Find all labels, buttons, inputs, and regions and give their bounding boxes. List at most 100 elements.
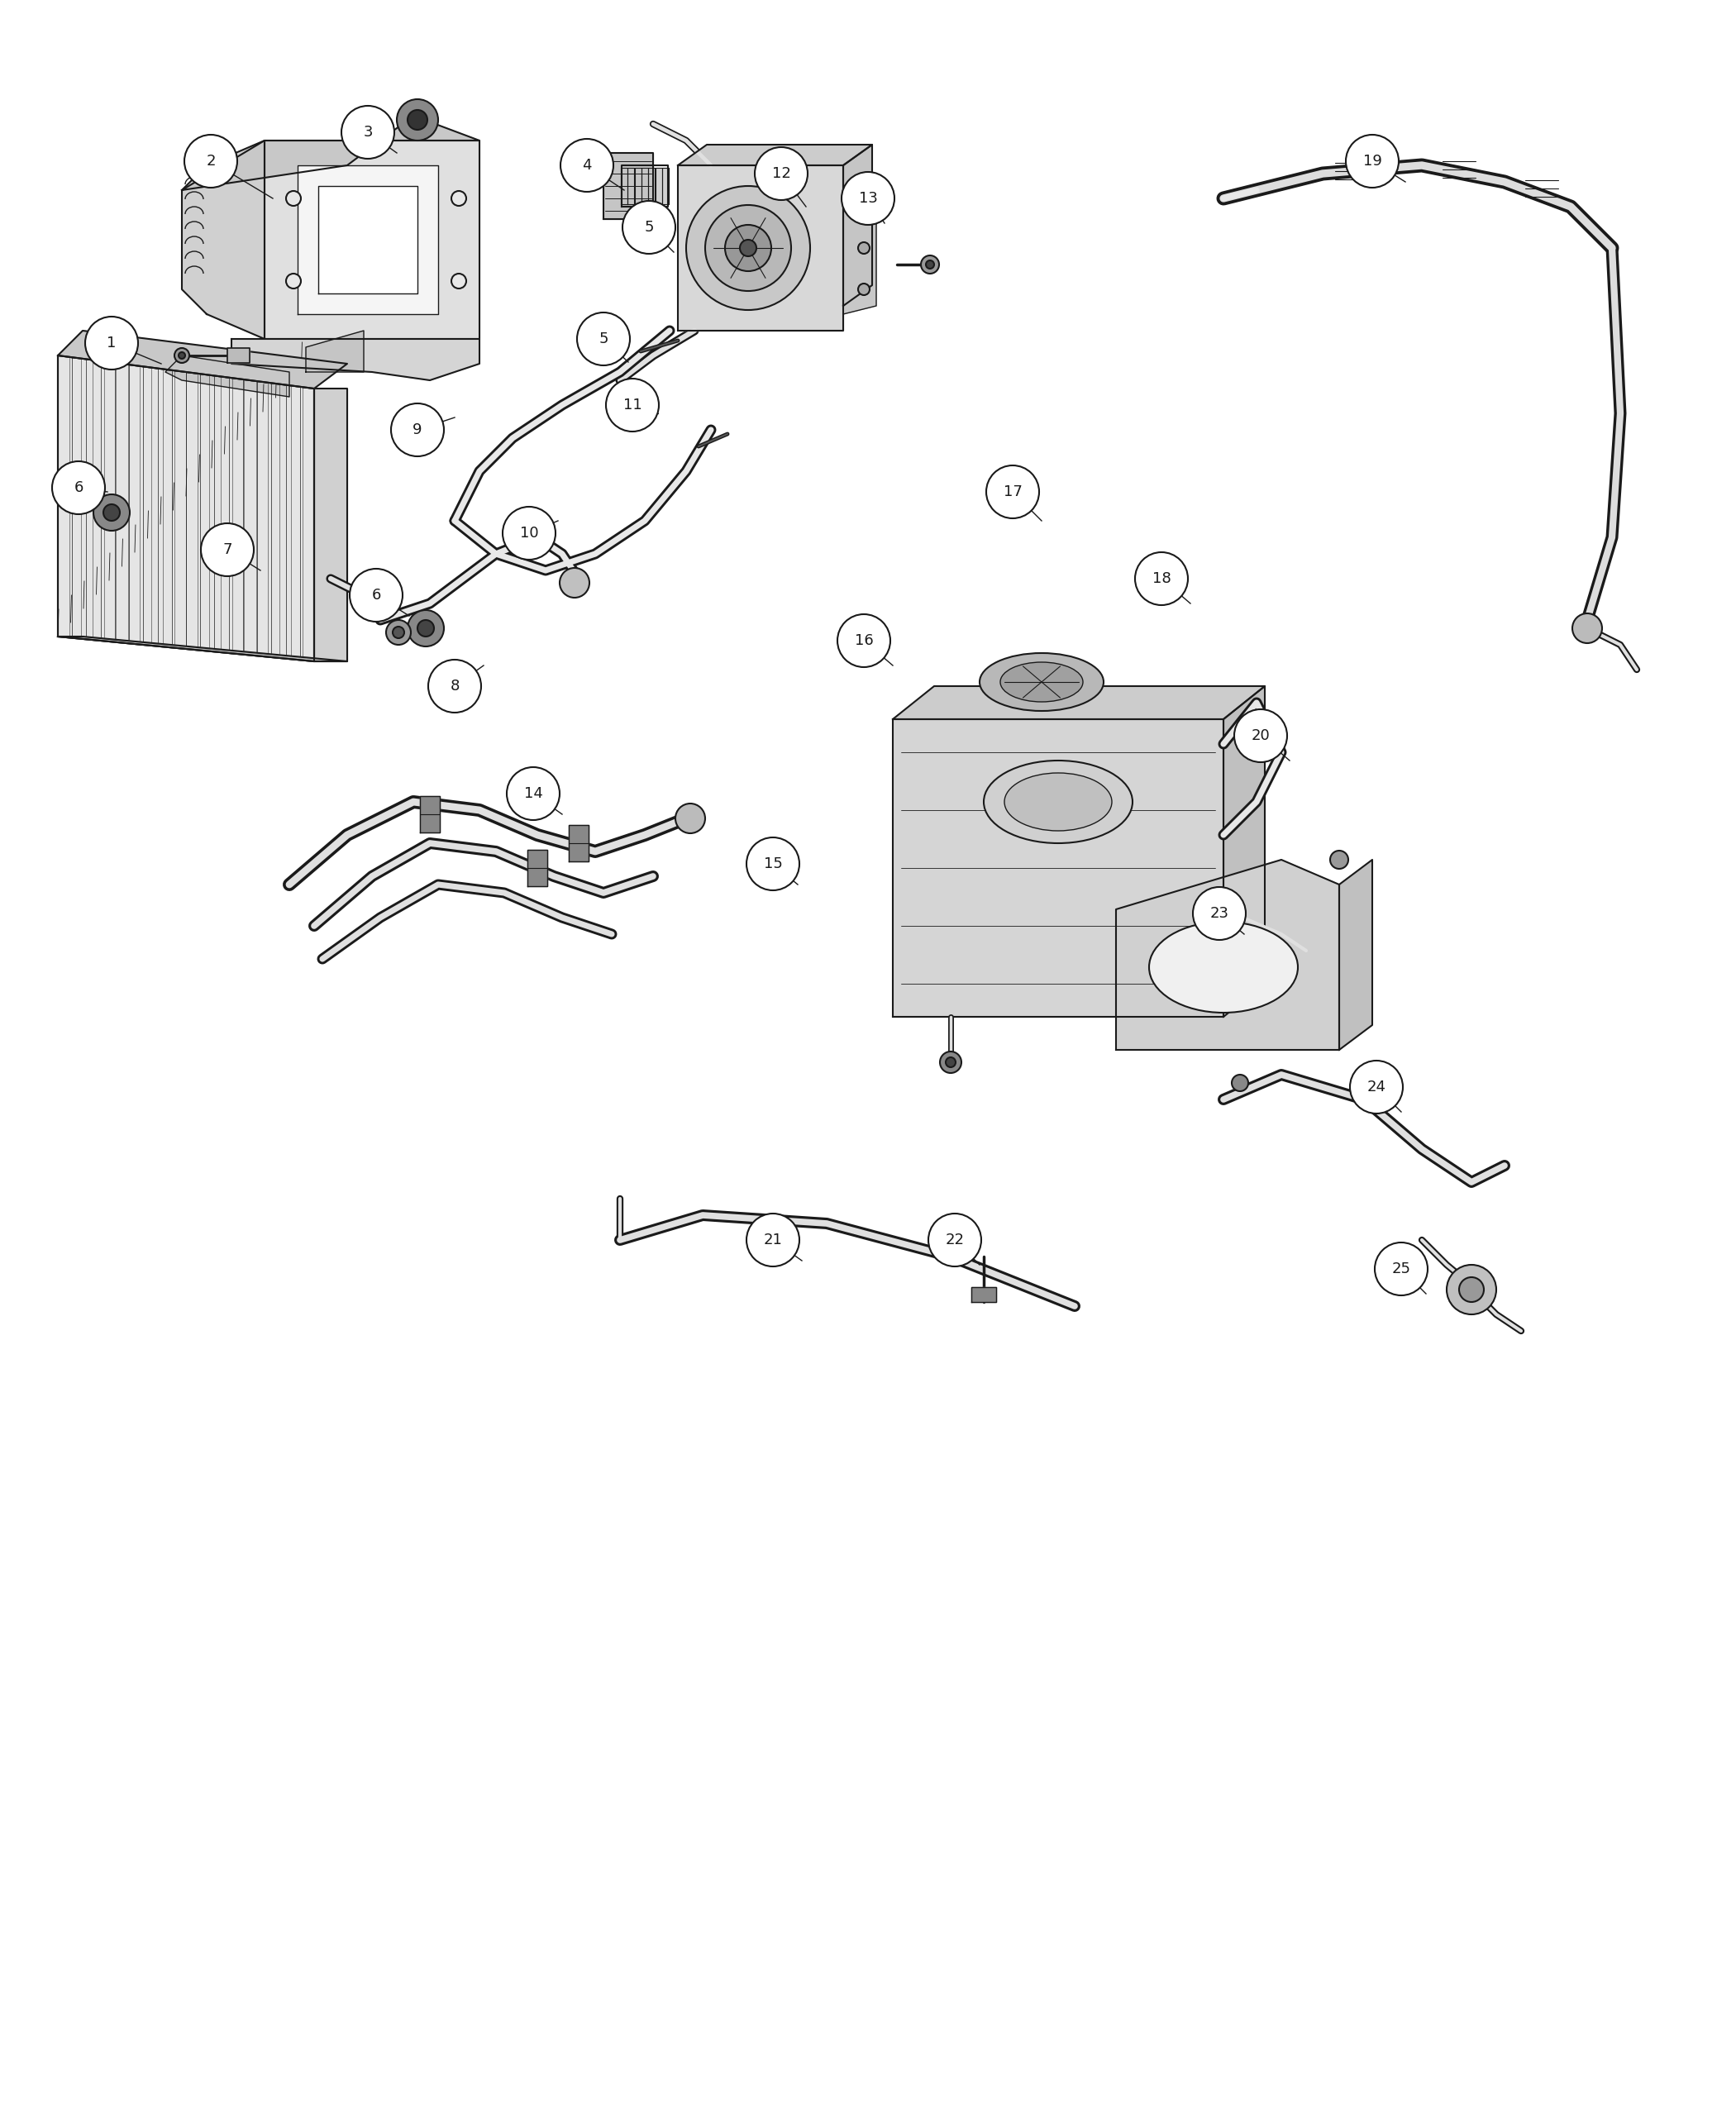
Circle shape <box>740 240 757 257</box>
Ellipse shape <box>984 761 1132 843</box>
Circle shape <box>929 1214 981 1267</box>
Text: 11: 11 <box>623 398 642 413</box>
Text: 17: 17 <box>1003 485 1023 500</box>
Text: 25: 25 <box>1392 1261 1411 1275</box>
Polygon shape <box>635 169 641 204</box>
Polygon shape <box>420 797 439 833</box>
Circle shape <box>1458 1277 1484 1303</box>
Polygon shape <box>528 850 547 885</box>
Circle shape <box>385 620 411 645</box>
Polygon shape <box>604 154 653 219</box>
Circle shape <box>174 348 189 363</box>
Ellipse shape <box>1005 774 1111 831</box>
Text: 15: 15 <box>764 856 783 871</box>
Circle shape <box>1193 887 1246 940</box>
Text: 6: 6 <box>372 588 380 603</box>
Polygon shape <box>648 169 654 204</box>
Circle shape <box>286 274 300 289</box>
Circle shape <box>52 462 104 514</box>
Circle shape <box>104 504 120 521</box>
Polygon shape <box>1224 685 1266 1016</box>
Polygon shape <box>661 169 668 204</box>
Circle shape <box>858 285 870 295</box>
Circle shape <box>391 403 444 455</box>
Text: 1: 1 <box>108 335 116 350</box>
Ellipse shape <box>979 653 1104 710</box>
Text: 2: 2 <box>207 154 215 169</box>
Circle shape <box>179 352 186 358</box>
Circle shape <box>842 173 894 226</box>
Circle shape <box>925 261 934 268</box>
Circle shape <box>408 609 444 647</box>
Polygon shape <box>264 141 479 339</box>
Circle shape <box>507 767 559 820</box>
Circle shape <box>986 466 1040 519</box>
Polygon shape <box>227 348 250 363</box>
Polygon shape <box>569 824 589 862</box>
Polygon shape <box>1116 860 1338 1050</box>
Circle shape <box>1351 1060 1403 1113</box>
Circle shape <box>392 626 404 639</box>
Polygon shape <box>57 637 347 662</box>
Text: 22: 22 <box>946 1233 963 1248</box>
Text: 23: 23 <box>1210 906 1229 921</box>
Text: 5: 5 <box>644 219 654 234</box>
Circle shape <box>576 312 630 365</box>
Text: 18: 18 <box>1153 571 1170 586</box>
Text: 6: 6 <box>75 481 83 495</box>
Circle shape <box>858 242 870 253</box>
Circle shape <box>398 99 437 141</box>
Polygon shape <box>642 169 648 204</box>
Polygon shape <box>57 356 314 662</box>
Circle shape <box>408 110 427 131</box>
Circle shape <box>85 316 139 369</box>
Polygon shape <box>972 1288 996 1303</box>
Polygon shape <box>628 169 634 204</box>
Circle shape <box>1233 1075 1248 1092</box>
Circle shape <box>920 255 939 274</box>
Circle shape <box>675 803 705 833</box>
Circle shape <box>837 613 891 666</box>
Circle shape <box>184 135 238 188</box>
Circle shape <box>686 186 811 310</box>
Circle shape <box>342 105 394 158</box>
Polygon shape <box>182 116 479 190</box>
Text: 8: 8 <box>450 679 460 694</box>
Polygon shape <box>182 141 264 339</box>
Circle shape <box>1330 852 1349 868</box>
Circle shape <box>1345 135 1399 188</box>
Circle shape <box>1234 708 1286 763</box>
Circle shape <box>349 569 403 622</box>
Polygon shape <box>314 388 347 662</box>
Polygon shape <box>844 181 877 314</box>
Polygon shape <box>318 186 417 293</box>
Polygon shape <box>297 164 437 314</box>
Polygon shape <box>306 331 365 371</box>
Circle shape <box>606 379 660 432</box>
Circle shape <box>858 200 870 213</box>
Circle shape <box>623 200 675 253</box>
Circle shape <box>559 567 590 599</box>
Circle shape <box>451 192 467 207</box>
Polygon shape <box>57 331 347 388</box>
Circle shape <box>1446 1265 1496 1315</box>
Ellipse shape <box>1149 921 1299 1012</box>
Text: 20: 20 <box>1252 727 1271 744</box>
Polygon shape <box>1338 860 1371 1050</box>
Text: 13: 13 <box>859 192 877 207</box>
Text: 19: 19 <box>1363 154 1382 169</box>
Text: 12: 12 <box>773 167 790 181</box>
Text: 14: 14 <box>524 786 543 801</box>
Circle shape <box>201 523 253 575</box>
Circle shape <box>726 226 771 272</box>
Circle shape <box>429 660 481 713</box>
Text: 3: 3 <box>363 124 373 139</box>
Circle shape <box>746 837 799 890</box>
Text: 5: 5 <box>599 331 608 346</box>
Circle shape <box>1135 552 1187 605</box>
Polygon shape <box>892 685 1266 719</box>
Polygon shape <box>621 169 627 204</box>
Text: 21: 21 <box>764 1233 783 1248</box>
Polygon shape <box>165 356 290 396</box>
Circle shape <box>286 192 300 207</box>
